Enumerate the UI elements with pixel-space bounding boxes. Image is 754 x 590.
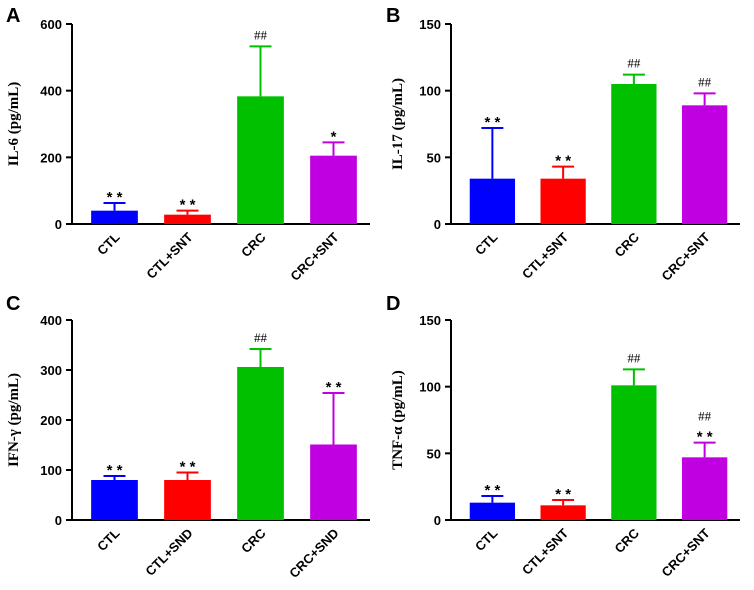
y-tick-label: 400 bbox=[40, 313, 62, 328]
significance-star: * * bbox=[180, 459, 196, 476]
category-label: CTL bbox=[472, 229, 501, 258]
significance-star: * bbox=[331, 128, 337, 145]
chart-panel-b: B IL-17 (pg/mL) 0 50 100 150 * * CTL * * CTL+SNT #… bbox=[386, 5, 740, 284]
y-axis-label: IFN-γ (pg/mL) bbox=[6, 373, 22, 467]
panel-letter: D bbox=[386, 293, 400, 315]
y-tick-label: 200 bbox=[40, 413, 62, 428]
y-tick-label: 100 bbox=[419, 84, 441, 99]
y-axis-label: IL-17 (pg/mL) bbox=[390, 78, 406, 170]
bar-ctl-plus-snd bbox=[164, 480, 211, 520]
y-tick-label: 100 bbox=[40, 463, 62, 478]
category-label: CTL+SND bbox=[142, 526, 195, 579]
y-axis-label: IL-6 (pg/mL) bbox=[6, 82, 22, 167]
category-label: CRC+SNT bbox=[658, 525, 712, 579]
category-label: CTL+SNT bbox=[143, 229, 195, 281]
bar-ctl bbox=[91, 480, 138, 520]
y-tick-label: 150 bbox=[419, 17, 441, 32]
category-label: CRC+SNT bbox=[658, 229, 712, 283]
significance-hash: ## bbox=[254, 330, 268, 345]
significance-star: * * bbox=[484, 482, 500, 499]
category-label: CRC+SND bbox=[286, 526, 341, 581]
significance-star: * * bbox=[697, 429, 713, 446]
chart-panel-a: A IL-6 (pg/mL) 0 200 400 600 * * CTL * * CTL+SNT #… bbox=[6, 5, 370, 284]
bar-crc-plus-snt bbox=[310, 155, 357, 224]
bar-ctl bbox=[469, 178, 516, 224]
bar-ctl bbox=[91, 210, 138, 224]
y-tick-label: 0 bbox=[434, 513, 441, 528]
category-label: CTL bbox=[472, 525, 501, 554]
significance-star: * * bbox=[326, 379, 342, 396]
bar-crc-plus-snt bbox=[681, 105, 728, 224]
significance-star: * * bbox=[107, 462, 123, 479]
y-tick-label: 0 bbox=[55, 513, 62, 528]
y-tick-label: 0 bbox=[55, 217, 62, 232]
category-label: CRC+SNT bbox=[287, 229, 341, 283]
y-tick-label: 50 bbox=[427, 150, 441, 165]
significance-hash: ## bbox=[698, 74, 712, 89]
y-tick-label: 400 bbox=[40, 84, 62, 99]
significance-hash: ## bbox=[698, 409, 712, 424]
significance-star: * * bbox=[484, 114, 500, 131]
bar-crc bbox=[237, 367, 284, 520]
y-tick-label: 150 bbox=[419, 313, 441, 328]
category-label: CRC bbox=[238, 229, 269, 260]
category-label: CTL bbox=[94, 229, 123, 258]
bar-ctl-plus-snt bbox=[540, 178, 586, 224]
panel-letter: A bbox=[6, 5, 20, 27]
category-label: CTL bbox=[94, 525, 123, 554]
bar-crc bbox=[611, 385, 657, 520]
category-label: CTL+SNT bbox=[519, 525, 571, 577]
y-tick-label: 300 bbox=[40, 363, 62, 378]
significance-hash: ## bbox=[627, 350, 641, 365]
bar-crc-plus-snd bbox=[310, 444, 357, 520]
significance-hash: ## bbox=[254, 27, 268, 42]
y-axis-label: TNF-α (pg/mL) bbox=[390, 370, 406, 470]
y-tick-label: 0 bbox=[434, 217, 441, 232]
bar-crc bbox=[237, 96, 284, 224]
bar-ctl-plus-snt bbox=[540, 505, 586, 520]
panel-letter: B bbox=[386, 5, 400, 27]
significance-hash: ## bbox=[627, 56, 641, 71]
category-label: CTL+SNT bbox=[519, 229, 571, 281]
category-label: CRC bbox=[611, 229, 642, 260]
category-label: CRC bbox=[238, 525, 269, 556]
significance-star: * * bbox=[107, 189, 123, 206]
chart-panel-d: D TNF-α (pg/mL) 0 50 100 150 * * CTL * * CTL+SNT #… bbox=[386, 293, 740, 580]
bar-crc-plus-snt bbox=[681, 457, 728, 520]
y-tick-label: 200 bbox=[40, 150, 62, 165]
panel-letter: C bbox=[6, 293, 20, 315]
y-tick-label: 600 bbox=[40, 17, 62, 32]
y-tick-label: 100 bbox=[419, 380, 441, 395]
bar-ctl bbox=[469, 502, 516, 520]
bar-crc bbox=[611, 84, 657, 224]
significance-star: * * bbox=[555, 153, 571, 170]
chart-panel-c: C IFN-γ (pg/mL) 0 100 200 300 400 * * CTL * * CTL+… bbox=[6, 293, 370, 581]
significance-star: * * bbox=[180, 197, 196, 214]
category-label: CRC bbox=[611, 525, 642, 556]
y-tick-label: 50 bbox=[427, 446, 441, 461]
significance-star: * * bbox=[555, 486, 571, 503]
bar-ctl-plus-snt bbox=[164, 214, 211, 224]
